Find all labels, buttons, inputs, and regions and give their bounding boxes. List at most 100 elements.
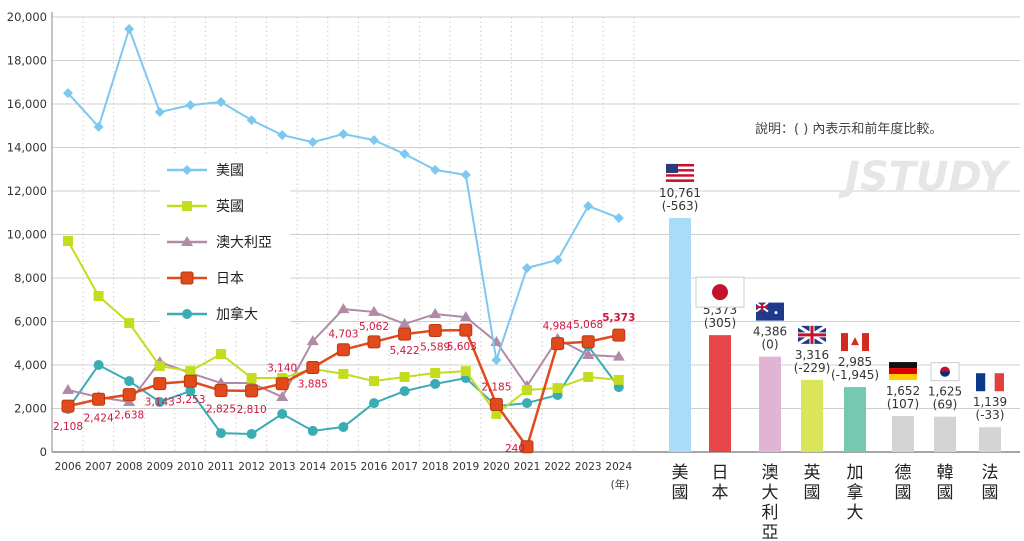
bar-value-label: 10,761 xyxy=(659,186,701,200)
legend-marker xyxy=(182,201,192,211)
bar-group: (0)4,386 澳大利亞 xyxy=(753,301,787,541)
data-point xyxy=(368,305,380,316)
data-point xyxy=(61,399,75,413)
bar xyxy=(979,427,1001,452)
bar-category-label: 英 xyxy=(804,463,821,483)
legend-bg xyxy=(160,155,290,325)
bar-group: (-1,945)2,985 加拿大 xyxy=(831,333,879,523)
x-tick-label: 2008 xyxy=(116,461,143,473)
y-tick-label: 12,000 xyxy=(7,184,47,198)
bar-value-label: 1,139 xyxy=(973,395,1007,409)
bar-group: (69)1,625 韓國 xyxy=(928,362,962,503)
data-point xyxy=(276,390,289,401)
y-tick-label: 0 xyxy=(40,445,47,459)
japan-data-label: 5,603 xyxy=(447,341,477,353)
bar-category-label: 加 xyxy=(847,463,864,483)
legend-label: 澳大利亞 xyxy=(216,235,272,251)
bar-value-label: 1,652 xyxy=(886,384,920,398)
bar xyxy=(759,356,781,452)
data-point xyxy=(154,396,165,407)
us-flag-icon xyxy=(666,163,694,182)
data-point xyxy=(93,291,104,302)
data-point xyxy=(63,236,73,247)
x-tick-label: 2015 xyxy=(330,461,357,473)
data-point xyxy=(124,23,135,34)
legend-label: 加拿大 xyxy=(216,306,258,323)
data-point xyxy=(63,88,73,99)
data-point xyxy=(306,361,320,375)
japan-data-label: 2,108 xyxy=(53,421,83,433)
x-tick-label: 2011 xyxy=(208,461,235,473)
data-point xyxy=(183,374,197,388)
data-point xyxy=(459,311,472,322)
bar xyxy=(709,335,731,452)
x-tick-label: 2016 xyxy=(361,461,388,473)
data-point xyxy=(62,384,74,395)
data-point xyxy=(246,373,257,384)
legend-marker xyxy=(182,165,192,175)
data-point xyxy=(307,425,318,436)
legend-label: 美國 xyxy=(216,163,244,179)
bar-group: (-563)10,761 美國 xyxy=(659,163,701,503)
series-0 xyxy=(63,23,624,365)
x-tick-label: 2024 xyxy=(605,461,632,473)
japan-data-label: 2,810 xyxy=(237,404,267,416)
japan-data-label: 3,885 xyxy=(298,379,328,391)
data-point xyxy=(216,97,226,108)
bar-category-label: 拿 xyxy=(847,482,864,503)
bar-category-label: 德 xyxy=(895,463,912,483)
data-point xyxy=(369,398,379,409)
japan-data-label: 5,062 xyxy=(359,321,389,333)
data-point xyxy=(491,408,502,419)
bar-value-label: 2,985 xyxy=(838,355,872,369)
data-point xyxy=(245,384,259,398)
data-point xyxy=(583,371,594,382)
y-tick-label: 2,000 xyxy=(14,402,47,416)
bar-category-label: 國 xyxy=(672,483,689,503)
series-1 xyxy=(63,236,624,419)
data-point xyxy=(154,361,165,372)
y-tick-label: 20,000 xyxy=(7,10,47,24)
data-point xyxy=(552,254,563,265)
data-point xyxy=(369,135,379,146)
data-point xyxy=(216,349,226,360)
canada-flag-icon xyxy=(841,333,869,352)
japan-data-label: 2,638 xyxy=(114,410,144,422)
data-point xyxy=(338,368,349,379)
bar xyxy=(801,379,823,452)
y-tick-label: 14,000 xyxy=(7,141,47,155)
data-point xyxy=(398,317,411,328)
x-tick-label: 2019 xyxy=(452,461,479,473)
data-point xyxy=(277,130,288,141)
data-point xyxy=(522,398,532,409)
bar-change-label: (-33) xyxy=(976,408,1005,422)
data-point xyxy=(275,377,289,391)
data-point xyxy=(216,428,226,439)
data-point xyxy=(246,115,257,126)
data-point xyxy=(307,137,318,148)
data-point xyxy=(185,100,196,111)
data-point xyxy=(552,383,563,394)
bar-change-label: (305) xyxy=(704,316,736,330)
data-point xyxy=(398,327,412,341)
x-tick-label: 2023 xyxy=(575,461,602,473)
data-point xyxy=(459,323,473,337)
bar xyxy=(669,217,691,452)
bar-change-label: (69) xyxy=(933,398,958,412)
data-point xyxy=(430,164,441,175)
bar-change-label: (107) xyxy=(887,397,919,411)
data-point xyxy=(214,384,228,398)
bar-category-label: 法 xyxy=(982,463,999,483)
bar-category-label: 國 xyxy=(937,483,954,503)
bar-change-label: (-1,945) xyxy=(831,368,879,382)
x-tick-label: 2022 xyxy=(544,461,571,473)
data-point xyxy=(582,348,595,359)
data-point xyxy=(551,337,565,351)
data-point xyxy=(522,385,532,396)
bar-group: (-229)3,316 英國 xyxy=(794,324,830,503)
japan-data-label: 2,825 xyxy=(206,404,236,416)
series-3 xyxy=(61,323,626,454)
japan-data-label: 4,703 xyxy=(328,329,358,341)
